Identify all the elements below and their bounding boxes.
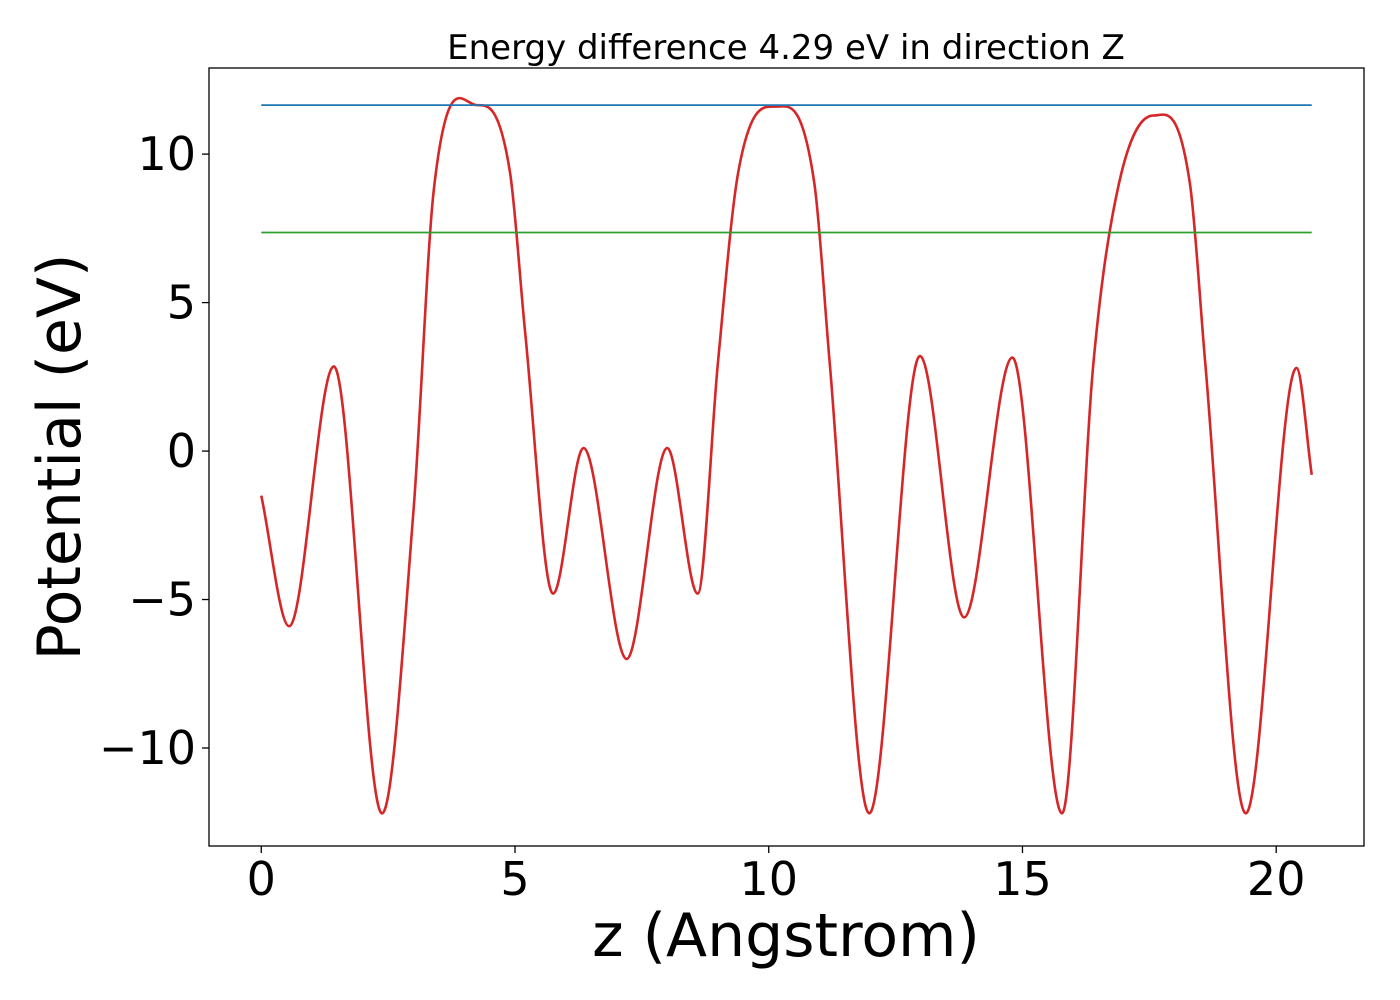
plot-frame [208, 67, 1365, 847]
y-tick-label: 5 [167, 276, 196, 330]
y-axis-label: Potential (eV) [25, 254, 95, 661]
plot-layer [259, 96, 1314, 815]
y-tick-label: 0 [167, 424, 196, 478]
x-tick-label: 20 [1247, 852, 1306, 906]
x-tick-label: 0 [247, 852, 276, 906]
x-axis-ticks: 0 5 10 15 20 [247, 846, 1306, 906]
x-tick-label: 10 [739, 852, 798, 906]
chart-title: Energy difference 4.29 eV in direction Z [447, 28, 1125, 68]
y-tick-label: 10 [137, 127, 196, 181]
potential-series-line [259, 96, 1314, 815]
x-axis-label: z (Angstrom) [592, 901, 980, 971]
x-tick-label: 5 [500, 852, 529, 906]
x-tick-label: 15 [993, 852, 1052, 906]
y-tick-label: −10 [99, 721, 196, 775]
y-tick-label: −5 [128, 573, 196, 627]
y-axis-ticks: −10 −5 0 5 10 [99, 127, 209, 775]
